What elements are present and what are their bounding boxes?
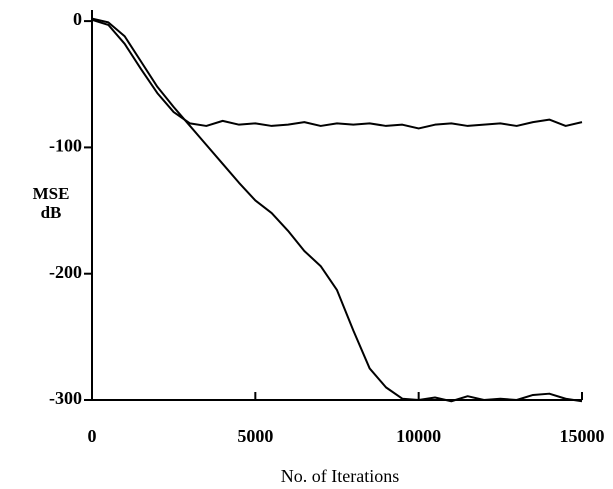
x-tick-label: 15000 bbox=[560, 426, 605, 446]
data-line bbox=[91, 18, 583, 130]
y-tick-label: -300 bbox=[49, 388, 82, 408]
x-axis-label: No. of Iterations bbox=[281, 466, 399, 486]
x-tick-label: 5000 bbox=[237, 426, 273, 446]
x-tick-label: 10000 bbox=[396, 426, 441, 446]
data-line bbox=[91, 17, 583, 403]
x-tick-label: 0 bbox=[88, 426, 97, 446]
y-tick-label: -200 bbox=[49, 262, 82, 282]
y-tick-label: -100 bbox=[49, 136, 82, 156]
y-tick-label: 0 bbox=[73, 9, 82, 29]
y-axis-label: MSE dB bbox=[32, 184, 70, 222]
